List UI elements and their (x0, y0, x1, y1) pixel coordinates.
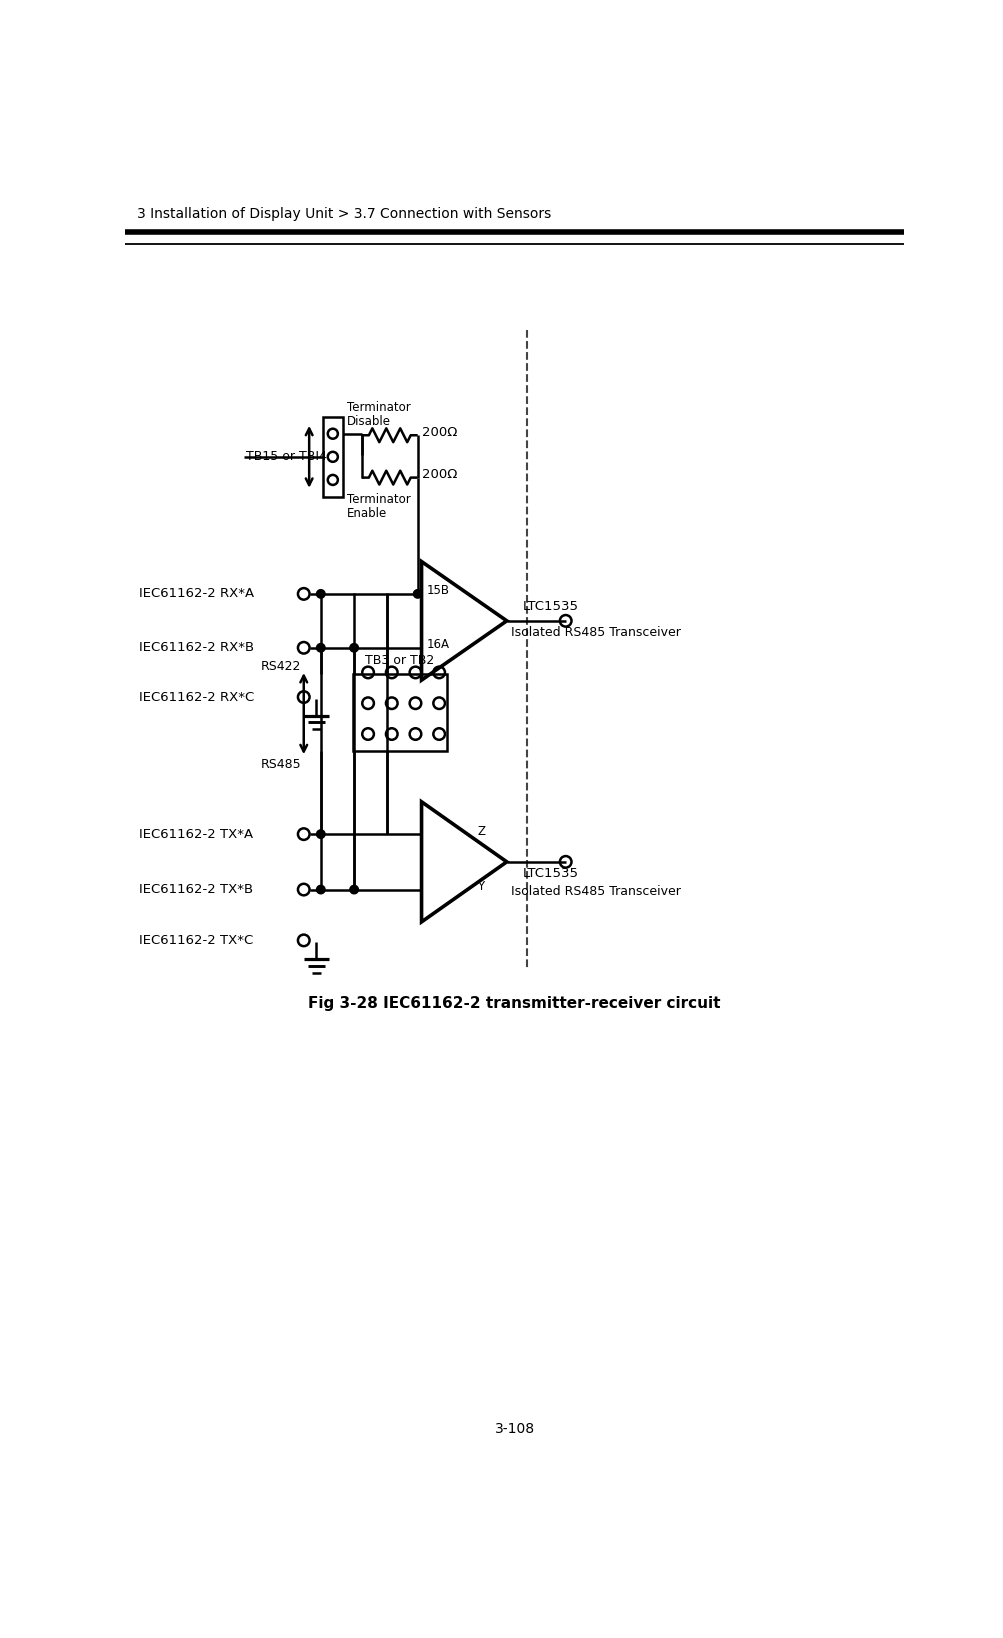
Text: 15B: 15B (426, 585, 448, 598)
Text: IEC61162-2 TX*C: IEC61162-2 TX*C (139, 934, 254, 947)
Text: Enable: Enable (347, 506, 387, 519)
Text: IEC61162-2 RX*C: IEC61162-2 RX*C (139, 691, 255, 704)
Text: 200Ω: 200Ω (422, 468, 457, 482)
Text: Terminator: Terminator (347, 401, 410, 414)
Circle shape (413, 590, 421, 598)
Text: Isolated RS485 Transceiver: Isolated RS485 Transceiver (511, 885, 680, 898)
Text: 200Ω: 200Ω (422, 426, 457, 439)
Circle shape (349, 644, 358, 652)
Text: 3-108: 3-108 (494, 1422, 534, 1435)
Text: 16A: 16A (426, 639, 448, 652)
Circle shape (316, 590, 325, 598)
Text: Disable: Disable (347, 414, 391, 428)
Text: IEC61162-2 TX*B: IEC61162-2 TX*B (139, 883, 254, 896)
Circle shape (349, 885, 358, 894)
Text: TB3 or TB2: TB3 or TB2 (365, 654, 434, 667)
Text: LTC1535: LTC1535 (522, 601, 578, 614)
Bar (323, 416, 342, 496)
Text: Terminator: Terminator (347, 493, 410, 506)
Circle shape (316, 644, 325, 652)
Circle shape (316, 830, 325, 839)
Text: IEC61162-2 RX*B: IEC61162-2 RX*B (139, 642, 255, 654)
Text: RS485: RS485 (261, 758, 302, 771)
Text: Fig 3-28 IEC61162-2 transmitter-receiver circuit: Fig 3-28 IEC61162-2 transmitter-receiver… (308, 996, 720, 1011)
Text: LTC1535: LTC1535 (522, 867, 578, 880)
Text: Isolated RS485 Transceiver: Isolated RS485 Transceiver (511, 626, 680, 639)
Text: RS422: RS422 (261, 660, 301, 673)
Text: TB15 or TBI4: TB15 or TBI4 (246, 450, 326, 464)
Text: IEC61162-2 RX*A: IEC61162-2 RX*A (139, 588, 255, 601)
Circle shape (316, 885, 325, 894)
Text: IEC61162-2 TX*A: IEC61162-2 TX*A (139, 827, 254, 840)
Text: Z: Z (476, 824, 484, 837)
Bar (352, 673, 446, 750)
Text: Y: Y (476, 880, 484, 893)
Text: 3 Installation of Display Unit > 3.7 Connection with Sensors: 3 Installation of Display Unit > 3.7 Con… (137, 208, 551, 221)
